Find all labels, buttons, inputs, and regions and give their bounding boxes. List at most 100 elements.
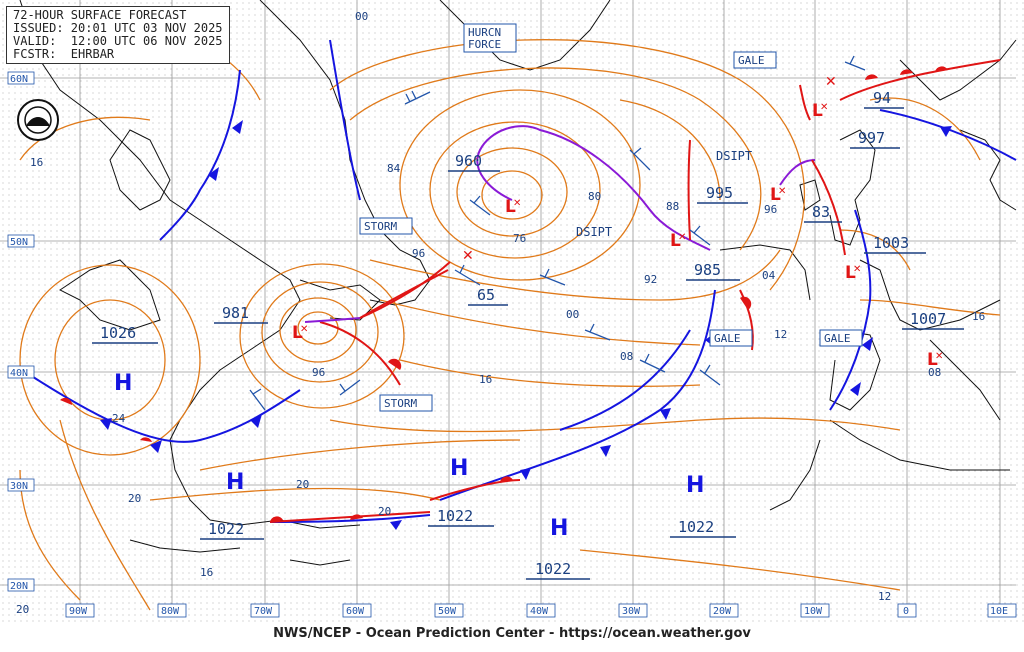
forecast-title: 72-HOUR SURFACE FORECAST xyxy=(13,8,187,22)
high-symbol: H xyxy=(226,470,244,495)
issued-time: ISSUED: 20:01 UTC 03 NOV 2025 xyxy=(13,21,223,35)
lon-label-90w: 90W xyxy=(69,606,88,617)
pressure-label: 65 xyxy=(477,286,495,304)
isobar-label: 04 xyxy=(762,269,776,282)
low-symbol: L xyxy=(292,323,303,343)
isobar-label: 12 xyxy=(774,328,787,341)
dissipating-label: DSIPT xyxy=(576,225,612,239)
pressure-label: 985 xyxy=(694,261,721,279)
warm-front-bumps xyxy=(60,66,948,522)
isobar-label: 16 xyxy=(972,310,985,323)
lon-label-0: 0 xyxy=(903,606,909,617)
source-credit: NWS/NCEP - Ocean Prediction Center - htt… xyxy=(273,626,751,641)
isobar-label: 92 xyxy=(644,273,657,286)
lat-lon-grid xyxy=(0,0,1016,608)
lon-label-80w: 80W xyxy=(161,606,180,617)
cold-front-barbs xyxy=(100,120,952,530)
lon-label-20w: 20W xyxy=(713,606,732,617)
lon-label-40w: 40W xyxy=(530,606,549,617)
forecaster: FCSTR: EHRBAR xyxy=(13,47,115,61)
warning-storm: STORM xyxy=(364,220,397,233)
isobar-label: 96 xyxy=(412,247,425,260)
isobar-label: 20 xyxy=(296,478,309,491)
isobar-label: 16 xyxy=(30,156,43,169)
low-symbol: L xyxy=(505,197,516,217)
high-symbol: H xyxy=(686,473,704,498)
low-symbol: L xyxy=(770,185,781,205)
lon-label-50w: 50W xyxy=(438,606,457,617)
isobar-label: 00 xyxy=(355,10,368,23)
pressure-labels: 960 981 995 985 83 94 997 1003 1007 65 1… xyxy=(92,89,964,580)
lon-label-30w: 30W xyxy=(622,606,641,617)
lat-label-30n: 30N xyxy=(10,481,28,492)
lon-label-10w: 10W xyxy=(804,606,823,617)
pressure-label: 94 xyxy=(873,89,891,107)
svg-text:FORCE: FORCE xyxy=(468,38,501,51)
lat-label-50n: 50N xyxy=(10,237,28,248)
pressure-label: 981 xyxy=(222,304,249,322)
pressure-label: 83 xyxy=(812,203,830,221)
forecast-header: 72-HOUR SURFACE FORECAST ISSUED: 20:01 U… xyxy=(6,6,230,64)
svg-text:✕: ✕ xyxy=(678,232,686,243)
pressure-label: 1026 xyxy=(100,324,136,342)
isobar-label: 96 xyxy=(312,366,325,379)
warning-gale: GALE xyxy=(824,332,851,345)
isobar-label: 96 xyxy=(764,203,777,216)
pressure-label: 997 xyxy=(858,129,885,147)
annotations: DSIPT DSIPT xyxy=(576,149,752,239)
isobar-label: 84 xyxy=(387,162,401,175)
isobar-label: 00 xyxy=(566,308,579,321)
isobar-label: 16 xyxy=(200,566,213,579)
isobar-label: 80 xyxy=(588,190,601,203)
lon-label-60w: 60W xyxy=(346,606,365,617)
lat-labels: 60N 50N 40N 30N 20N xyxy=(7,71,35,592)
storm-track-arrows xyxy=(359,84,846,319)
low-symbol: L xyxy=(927,350,938,370)
low-symbol: L xyxy=(845,263,856,283)
low-marker-x: ✕ xyxy=(462,248,474,264)
pressure-label: 1022 xyxy=(437,507,473,525)
lat-label-20n: 20N xyxy=(10,581,28,592)
warning-hurricane-force: HURCN xyxy=(468,26,501,39)
pressure-label: 1022 xyxy=(678,518,714,536)
isobar-label: 08 xyxy=(928,366,941,379)
svg-text:✕: ✕ xyxy=(853,264,861,275)
occluded-fronts xyxy=(304,125,816,323)
graticule-dots xyxy=(0,0,1024,626)
pressure-label: 960 xyxy=(455,152,482,170)
warning-gale: GALE xyxy=(738,54,765,67)
svg-text:✕: ✕ xyxy=(778,186,786,197)
warning-boxes: HURCN FORCE STORM STORM GALE GALE GALE xyxy=(359,23,863,412)
lon-label-70w: 70W xyxy=(254,606,273,617)
pressure-label: 1022 xyxy=(535,560,571,578)
coastlines xyxy=(19,0,1017,566)
pressure-label: 995 xyxy=(706,184,733,202)
lat-label-40n: 40N xyxy=(10,368,28,379)
pressure-label: 1003 xyxy=(873,234,909,252)
isobars xyxy=(19,19,1001,611)
high-center-symbols: H H H H H xyxy=(114,371,704,541)
isobar-label: 76 xyxy=(513,232,526,245)
dissipating-label: DSIPT xyxy=(716,149,752,163)
svg-text:✕: ✕ xyxy=(513,198,521,209)
valid-time: VALID: 12:00 UTC 06 NOV 2025 xyxy=(13,34,223,48)
lon-labels: 90W 80W 70W 60W 50W 40W 30W 20W 10W 0 10… xyxy=(65,603,1017,618)
low-marker-x: ✕ xyxy=(825,74,837,90)
low-center-symbols: L✕ L✕ L✕ L✕ L✕ L✕ L✕ ✕ ✕ xyxy=(292,74,943,370)
isobar-label: 20 xyxy=(378,505,391,518)
svg-text:✕: ✕ xyxy=(820,102,828,113)
lat-label-60n: 60N xyxy=(10,74,28,85)
isobar-label: 20 xyxy=(16,603,29,616)
isobar-label: 08 xyxy=(620,350,633,363)
high-symbol: H xyxy=(114,371,132,396)
isobar-label: 24 xyxy=(112,412,126,425)
isobar-label: 12 xyxy=(878,590,891,603)
isobar-label: 16 xyxy=(479,373,492,386)
cold-fronts xyxy=(29,39,1017,523)
pressure-label: 1007 xyxy=(910,310,946,328)
low-symbol: L xyxy=(812,101,823,121)
isobar-label: 20 xyxy=(128,492,141,505)
wind-barbs xyxy=(249,55,866,411)
